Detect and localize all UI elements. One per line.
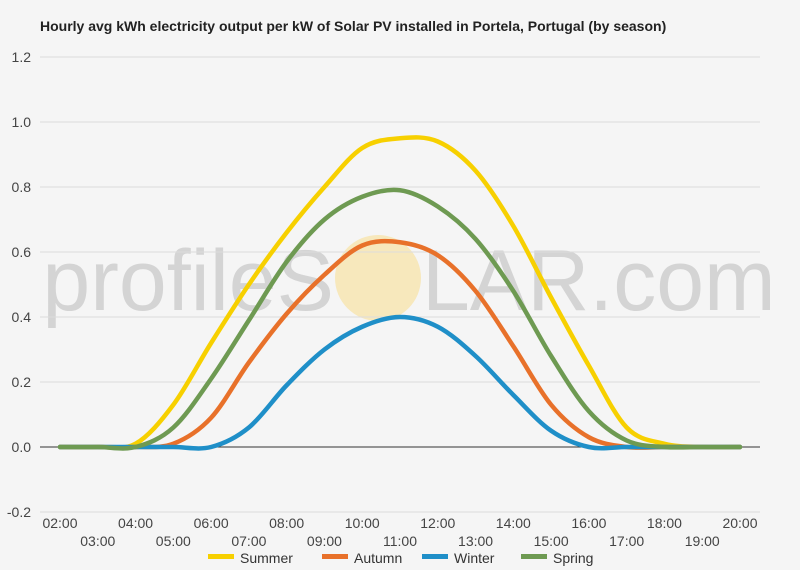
y-tick-label: 0.8 [12, 179, 32, 195]
x-tick-label: 05:00 [156, 533, 191, 549]
x-tick-label: 20:00 [722, 515, 757, 531]
x-tick-label: 03:00 [80, 533, 115, 549]
x-tick-label: 07:00 [231, 533, 266, 549]
x-tick-label: 12:00 [420, 515, 455, 531]
x-tick-label: 18:00 [647, 515, 682, 531]
legend: Summer Autumn Winter Spring [208, 550, 593, 566]
watermark-text-left: profileS [42, 233, 334, 329]
watermark-sun-icon [335, 235, 421, 321]
legend-label: Winter [454, 550, 495, 566]
x-tick-label: 10:00 [345, 515, 380, 531]
x-tick-label: 06:00 [194, 515, 229, 531]
y-tick-label: 0.6 [12, 244, 32, 260]
legend-item-spring: Spring [521, 550, 593, 566]
y-tick-label: 0.4 [12, 309, 32, 325]
series-line-summer [57, 135, 743, 451]
x-tick-label: 13:00 [458, 533, 493, 549]
legend-swatch [521, 554, 547, 559]
legend-label: Summer [240, 550, 293, 566]
x-tick-label: 15:00 [534, 533, 569, 549]
x-tick-label: 17:00 [609, 533, 644, 549]
series-line-winter [57, 314, 743, 451]
legend-item-autumn: Autumn [322, 550, 402, 566]
legend-label: Spring [553, 550, 593, 566]
x-tick-label: 09:00 [307, 533, 342, 549]
legend-item-winter: Winter [422, 550, 495, 566]
legend-label: Autumn [354, 550, 402, 566]
y-tick-label: 1.0 [12, 114, 32, 130]
y-tick-label: 0.0 [12, 439, 32, 455]
chart-title: Hourly avg kWh electricity output per kW… [40, 18, 667, 34]
x-tick-label: 11:00 [383, 533, 417, 549]
y-tick-label: -0.2 [7, 504, 31, 520]
series [57, 135, 743, 451]
x-tick-label: 14:00 [496, 515, 531, 531]
legend-swatch [422, 554, 448, 559]
y-tick-label: 0.2 [12, 374, 32, 390]
legend-swatch [322, 554, 348, 559]
watermark-text-right: LAR.com [422, 233, 776, 329]
y-tick-label: 1.2 [12, 49, 32, 65]
legend-swatch [208, 554, 234, 559]
watermark: profileS LAR.com [42, 233, 775, 329]
x-tick-label: 16:00 [571, 515, 606, 531]
x-tick-label: 02:00 [42, 515, 77, 531]
x-tick-label: 04:00 [118, 515, 153, 531]
legend-item-summer: Summer [208, 550, 293, 566]
series-line-spring [57, 187, 743, 451]
y-axis: -0.2 0.0 0.2 0.4 0.6 0.8 1.0 1.2 [7, 49, 31, 520]
x-tick-label: 19:00 [685, 533, 720, 549]
x-axis: 02:0003:0004:0005:0006:0007:0008:0009:00… [42, 515, 757, 549]
x-tick-label: 08:00 [269, 515, 304, 531]
